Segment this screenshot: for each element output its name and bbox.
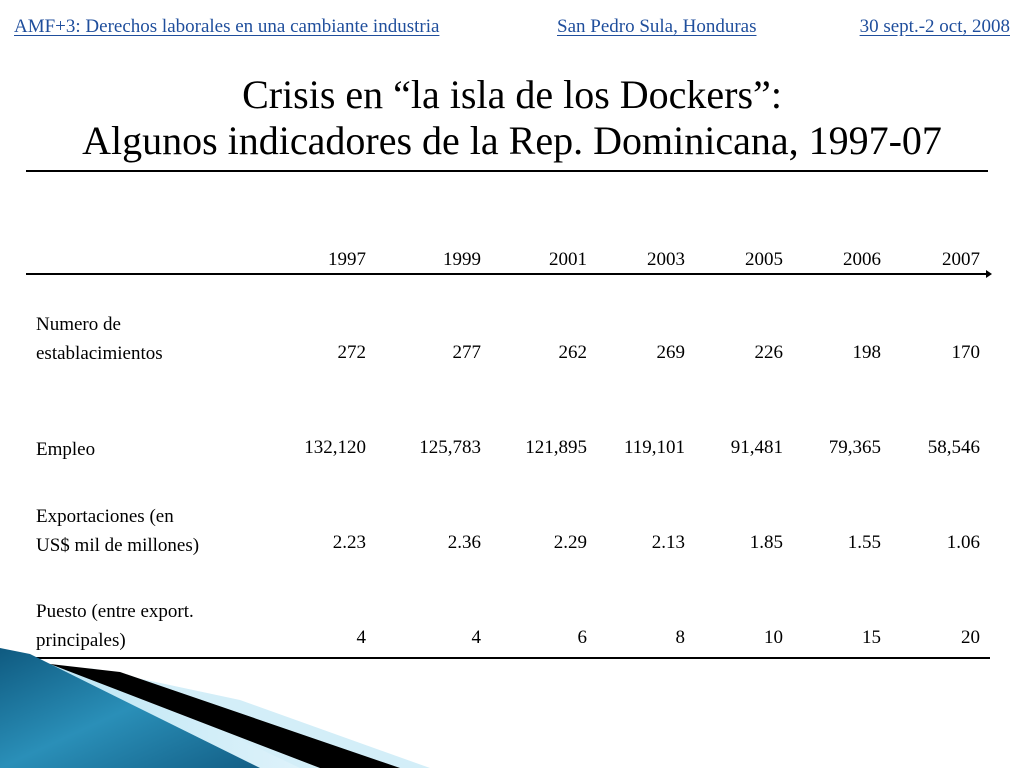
table-cell: 20: [961, 627, 980, 648]
row-label-line: Exportaciones: [36, 506, 145, 527]
table-cell: 91,481: [730, 437, 783, 458]
header-divider: [26, 270, 992, 278]
year-header: 1997: [328, 249, 366, 270]
header-event: AMF+3: Derechos laborales en una cambian…: [14, 16, 440, 37]
table-cell: 132,120: [304, 437, 366, 458]
table-cell: 226: [754, 342, 784, 363]
row-label-unit: (entre export.: [91, 601, 194, 622]
row-label-line: Numero de: [36, 314, 121, 335]
table-cell: 58,546: [927, 437, 980, 458]
table-cell: 4: [471, 627, 482, 648]
row-label-unit: (en: [149, 506, 174, 527]
row-label-puesto: Puesto (entre export. principales): [36, 597, 276, 655]
table-cell: 277: [452, 342, 482, 363]
header-dates: 30 sept.-2 oct, 2008: [859, 16, 1010, 37]
table-cell: 2.36: [447, 532, 481, 553]
table-cell: 198: [852, 342, 882, 363]
row-label-line: Puesto: [36, 601, 87, 622]
table-bottom-rule: [26, 657, 990, 659]
year-header: 1999: [443, 249, 481, 270]
slide-title: Crisis en “la isla de los Dockers”: Algu…: [0, 72, 1024, 164]
row-label-empleo: Empleo: [36, 435, 276, 464]
table-cell: 1.85: [749, 532, 783, 553]
table-cell: 1.55: [847, 532, 881, 553]
title-divider: [26, 170, 988, 172]
year-header: 2005: [745, 249, 783, 270]
table-cell: 79,365: [828, 437, 881, 458]
header-place: San Pedro Sula, Honduras: [557, 16, 757, 37]
table-cell: 2.23: [332, 532, 366, 553]
row-label-establecimientos: Numero de establacimientos: [36, 310, 276, 368]
header-bar: AMF+3: Derechos laborales en una cambian…: [14, 16, 1010, 44]
table-cell: 15: [862, 627, 881, 648]
table-cell: 269: [656, 342, 686, 363]
table-cell: 121,895: [525, 437, 587, 458]
table-cell: 125,783: [419, 437, 481, 458]
table-cell: 119,101: [623, 437, 685, 458]
year-header: 2001: [549, 249, 587, 270]
table-cell: 272: [337, 342, 367, 363]
row-label-line: establacimientos: [36, 343, 163, 364]
table-cell: 1.06: [946, 532, 980, 553]
year-header: 2007: [942, 249, 980, 270]
table-cell: 262: [558, 342, 588, 363]
table-cell: 4: [356, 627, 367, 648]
row-label-line: Empleo: [36, 439, 96, 460]
year-header: 2003: [647, 249, 685, 270]
title-line-1: Crisis en “la isla de los Dockers”:: [242, 72, 782, 117]
table-cell: 10: [764, 627, 783, 648]
table-cell: 2.29: [553, 532, 587, 553]
row-label-line: principales): [36, 630, 126, 651]
year-header: 2006: [843, 249, 881, 270]
row-label-exportaciones: Exportaciones (en US$ mil de millones): [36, 502, 276, 560]
table-cell: 8: [675, 627, 686, 648]
table-cell: 2.13: [651, 532, 685, 553]
table-cell: 6: [577, 627, 588, 648]
title-line-2: Algunos indicadores de la Rep. Dominican…: [82, 118, 942, 163]
row-label-line: US$ mil de millones): [36, 535, 200, 556]
table-cell: 170: [951, 342, 981, 363]
